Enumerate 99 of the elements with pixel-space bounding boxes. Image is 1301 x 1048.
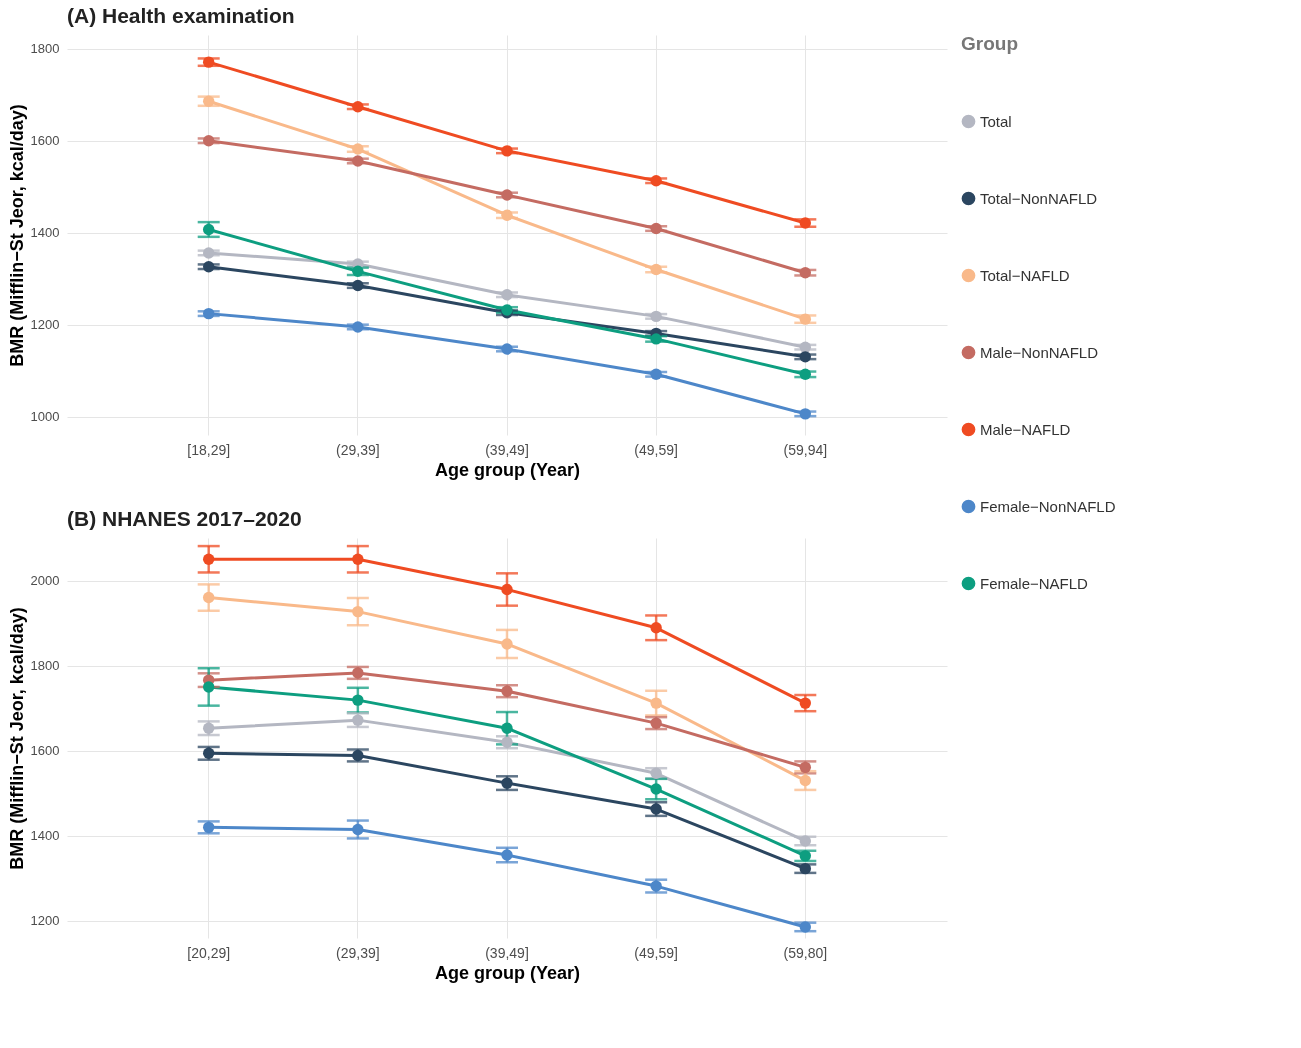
point: [650, 717, 662, 729]
legend-label: Female−NAFLD: [980, 574, 1089, 592]
point: [799, 217, 812, 229]
point: [202, 681, 215, 693]
point: [202, 56, 215, 68]
point: [352, 667, 364, 679]
point: [650, 697, 662, 709]
point: [501, 777, 513, 789]
y-tick-label: 1800: [30, 41, 60, 57]
point: [650, 175, 662, 187]
point: [202, 722, 215, 734]
legend-label: Total−NAFLD: [980, 266, 1070, 284]
point: [352, 694, 364, 706]
point: [501, 685, 513, 697]
x-axis-title: Age group (Year): [434, 962, 581, 983]
point: [202, 247, 215, 259]
y-axis-title: BMR (Mifflin−St Jeor, kcal/day): [6, 607, 27, 870]
x-tick-label: (49,59]: [634, 441, 678, 458]
legend-label: Total−NonNAFLD: [980, 189, 1098, 207]
point: [352, 155, 364, 167]
point: [650, 880, 662, 892]
legend-label: Total: [980, 112, 1012, 130]
point: [202, 747, 215, 760]
y-tick-label: 1400: [30, 828, 60, 844]
legend-label: Male−NAFLD: [980, 420, 1071, 438]
point: [799, 313, 812, 325]
y-tick-label: 1600: [30, 743, 60, 759]
point: [650, 263, 662, 276]
y-tick-label: 1200: [30, 317, 60, 333]
point: [202, 307, 215, 320]
point: [352, 553, 364, 565]
point: [202, 591, 215, 604]
point: [799, 774, 812, 787]
point: [352, 823, 364, 836]
point: [352, 749, 364, 762]
point: [202, 261, 215, 273]
legend-title: Group: [961, 33, 1018, 54]
point: [799, 267, 812, 279]
chart-title: (B) NHANES 2017–2020: [67, 507, 302, 530]
y-tick-label: 1800: [30, 658, 60, 674]
point: [501, 289, 513, 301]
point: [501, 736, 513, 748]
y-axis-title: BMR (Mifflin−St Jeor, kcal/day): [6, 104, 27, 367]
point: [799, 850, 812, 862]
point: [650, 368, 662, 380]
point: [352, 279, 364, 292]
point: [799, 368, 812, 380]
x-tick-label: (29,39]: [336, 441, 380, 458]
point: [352, 321, 364, 333]
y-tick-label: 2000: [30, 573, 60, 589]
point: [799, 862, 812, 875]
point: [501, 638, 513, 650]
point: [650, 767, 662, 780]
point: [799, 761, 812, 774]
point: [501, 209, 513, 221]
point: [202, 553, 215, 565]
point: [650, 222, 662, 235]
point: [501, 583, 513, 596]
x-tick-label: [18,29]: [187, 441, 231, 458]
point: [202, 223, 215, 236]
point: [650, 803, 662, 815]
point: [501, 189, 513, 201]
y-tick-label: 1400: [30, 225, 60, 241]
x-tick-label: (59,94]: [783, 441, 828, 458]
point: [799, 835, 812, 847]
point: [501, 145, 513, 157]
point: [352, 143, 364, 155]
point: [352, 605, 364, 618]
point: [352, 101, 364, 113]
x-tick-label: (29,39]: [336, 944, 380, 961]
x-tick-label: (49,59]: [634, 944, 678, 961]
y-tick-label: 1600: [30, 133, 60, 149]
point: [501, 722, 513, 734]
x-axis-title: Age group (Year): [434, 459, 581, 480]
point: [202, 95, 215, 107]
point: [799, 408, 812, 420]
point: [650, 622, 662, 634]
point: [650, 310, 662, 323]
point: [799, 351, 812, 363]
point: [501, 849, 513, 861]
point: [352, 714, 364, 726]
point: [799, 921, 812, 933]
x-tick-label: (39,49]: [485, 944, 529, 961]
x-tick-label: (59,80]: [783, 944, 828, 961]
x-tick-label: [20,29]: [187, 944, 231, 961]
legend-label: Male−NonNAFLD: [980, 343, 1099, 361]
point: [799, 697, 812, 709]
legend-label: Female−NonNAFLD: [980, 497, 1116, 515]
point: [352, 265, 364, 278]
chart-title: (A) Health examination: [67, 4, 295, 27]
y-tick-label: 1200: [30, 913, 60, 929]
y-tick-label: 1000: [30, 409, 60, 425]
point: [650, 783, 662, 795]
x-tick-label: (39,49]: [485, 441, 529, 458]
point: [202, 135, 215, 147]
point: [202, 821, 215, 834]
point: [501, 343, 513, 355]
point: [799, 341, 812, 353]
point: [650, 333, 662, 345]
